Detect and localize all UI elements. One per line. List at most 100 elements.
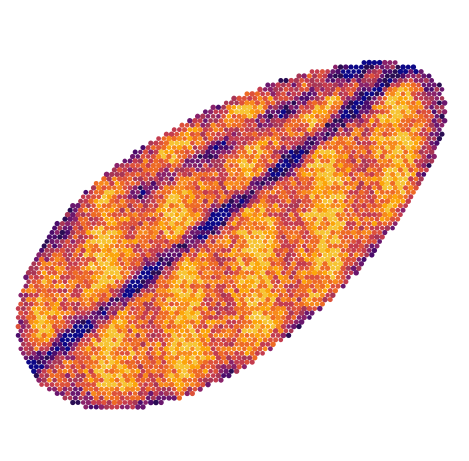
cloud-point	[239, 198, 245, 204]
cloud-point	[158, 265, 164, 271]
cloud-point	[182, 306, 188, 312]
cloud-point	[150, 297, 156, 303]
cloud-point	[117, 319, 122, 325]
cloud-point	[88, 341, 94, 347]
cloud-point	[210, 104, 216, 111]
cloud-point	[283, 212, 289, 218]
cloud-point	[280, 305, 287, 312]
cloud-point	[88, 368, 94, 374]
cloud-point	[262, 301, 268, 307]
cloud-point	[376, 220, 383, 227]
cloud-point	[132, 158, 138, 164]
cloud-point	[311, 225, 318, 231]
cloud-point	[272, 167, 279, 173]
cloud-point	[91, 238, 97, 245]
cloud-point	[218, 225, 224, 231]
cloud-point	[127, 283, 133, 289]
cloud-point	[127, 220, 133, 227]
cloud-point	[150, 395, 156, 401]
cloud-point	[301, 314, 307, 321]
cloud-point	[44, 256, 50, 263]
cloud-point	[96, 328, 102, 334]
cloud-point	[148, 337, 154, 343]
cloud-point	[267, 131, 274, 137]
cloud-point	[369, 198, 375, 204]
cloud-point	[122, 212, 128, 218]
cloud-point	[345, 77, 351, 84]
cloud-point	[322, 270, 328, 276]
cloud-point	[153, 328, 159, 334]
cloud-point	[270, 118, 276, 124]
cloud-point	[106, 185, 112, 191]
cloud-point	[177, 154, 182, 159]
cloud-point	[234, 100, 239, 106]
cloud-point	[205, 176, 211, 182]
cloud-point	[155, 162, 162, 169]
cloud-point	[156, 225, 161, 231]
cloud-point	[314, 104, 320, 111]
cloud-point	[101, 176, 107, 182]
cloud-point	[124, 332, 130, 338]
cloud-point	[418, 104, 424, 110]
cloud-point	[278, 167, 284, 173]
cloud-point	[291, 82, 297, 88]
cloud-point	[312, 181, 317, 186]
cloud-point	[439, 122, 445, 128]
cloud-point	[155, 270, 162, 276]
cloud-point	[275, 145, 281, 151]
cloud-point	[257, 194, 263, 200]
cloud-point	[72, 216, 79, 222]
cloud-point	[75, 301, 81, 307]
cloud-point	[270, 279, 276, 285]
cloud-point	[181, 198, 188, 204]
cloud-point	[137, 328, 144, 334]
cloud-point	[155, 377, 162, 383]
cloud-point	[140, 234, 146, 240]
cloud-point	[241, 319, 247, 325]
cloud-point	[437, 127, 442, 133]
cloud-point	[39, 265, 44, 271]
cloud-point	[192, 279, 198, 285]
cloud-point	[65, 274, 71, 280]
cloud-point	[358, 64, 364, 70]
cloud-point	[275, 323, 281, 330]
cloud-point	[184, 140, 190, 146]
cloud-point	[33, 256, 39, 262]
cloud-point	[179, 185, 185, 191]
cloud-point	[62, 350, 68, 356]
cloud-point	[356, 265, 362, 271]
cloud-point	[213, 234, 219, 240]
cloud-point	[135, 332, 141, 338]
cloud-point	[306, 73, 312, 79]
cloud-point	[117, 266, 122, 271]
cloud-point	[98, 234, 105, 240]
cloud-point	[86, 212, 91, 218]
cloud-point	[254, 171, 260, 177]
cloud-point	[151, 261, 156, 267]
cloud-point	[215, 122, 221, 128]
cloud-point	[241, 265, 247, 271]
cloud-point	[158, 167, 164, 173]
cloud-point	[171, 279, 177, 285]
cloud-point	[195, 158, 200, 164]
cloud-point	[307, 216, 312, 222]
cloud-point	[52, 243, 58, 249]
cloud-point	[140, 207, 146, 213]
cloud-point	[275, 234, 281, 240]
cloud-point	[418, 176, 424, 182]
cloud-point	[197, 279, 203, 285]
cloud-point	[80, 247, 86, 254]
cloud-point	[236, 364, 242, 370]
cloud-point	[41, 270, 47, 276]
cloud-point	[174, 238, 180, 245]
cloud-point	[148, 310, 154, 316]
cloud-point	[114, 315, 120, 320]
cloud-point	[244, 315, 250, 320]
cloud-point	[117, 239, 122, 244]
cloud-point	[246, 104, 253, 110]
cloud-point	[371, 113, 377, 119]
cloud-point	[244, 172, 250, 177]
cloud-point	[286, 145, 291, 150]
cloud-point	[39, 382, 44, 387]
cloud-point	[137, 256, 144, 263]
